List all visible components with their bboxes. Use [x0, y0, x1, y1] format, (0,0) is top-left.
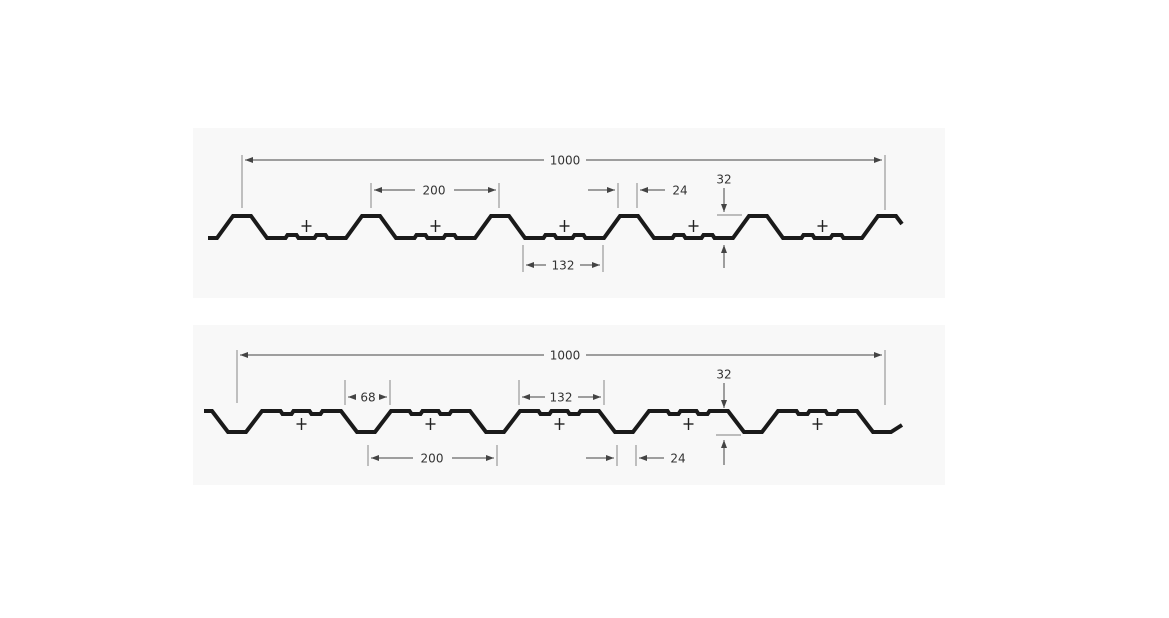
top-height-dimension: 32 [716, 173, 742, 268]
centre-plus-icon [554, 418, 565, 430]
top-panel-background [193, 128, 945, 298]
bottom-trough-dimension: 68 [344, 380, 391, 405]
top-pan-dimension: 132 [522, 245, 604, 273]
centre-plus-icon [430, 220, 441, 232]
pan-label: 132 [552, 259, 575, 273]
overall-width-label: 1000 [550, 154, 581, 168]
centre-plus-icon [425, 418, 436, 430]
bottom-height-dimension: 32 [716, 368, 741, 465]
centre-plus-icon [296, 418, 307, 430]
bottom-panel-background [193, 325, 945, 485]
bottom-profile-group: 1000 68 132 200 24 [204, 349, 904, 466]
centre-plus-icon [688, 220, 699, 232]
pan-label: 132 [550, 391, 573, 405]
top-profile-centre-marks [301, 220, 828, 232]
trough-label: 68 [360, 391, 375, 405]
top-sheet-profile [208, 214, 904, 240]
centre-plus-icon [817, 220, 828, 232]
centre-plus-icon [683, 418, 694, 430]
top-overall-width-dimension: 1000 [241, 154, 886, 210]
crest-label: 24 [670, 452, 685, 466]
pitch-label: 200 [421, 452, 444, 466]
overall-width-label: 1000 [550, 349, 581, 363]
centre-plus-icon [812, 418, 823, 430]
bottom-crest-dimension: 24 [586, 445, 686, 466]
bottom-sheet-profile [204, 409, 904, 434]
top-pitch-dimension: 200 [370, 183, 500, 208]
bottom-pan-dimension: 132 [518, 380, 605, 405]
height-label: 32 [716, 173, 731, 187]
centre-plus-icon [301, 220, 312, 232]
pitch-label: 200 [423, 184, 446, 198]
bottom-profile-centre-marks [296, 418, 823, 430]
bottom-overall-width-dimension: 1000 [236, 349, 886, 405]
top-profile-group: 1000 200 24 32 132 [208, 154, 904, 273]
centre-plus-icon [559, 220, 570, 232]
crest-label: 24 [672, 184, 687, 198]
height-label: 32 [716, 368, 731, 382]
bottom-pitch-dimension: 200 [367, 445, 498, 466]
top-crest-dimension: 24 [588, 183, 688, 208]
